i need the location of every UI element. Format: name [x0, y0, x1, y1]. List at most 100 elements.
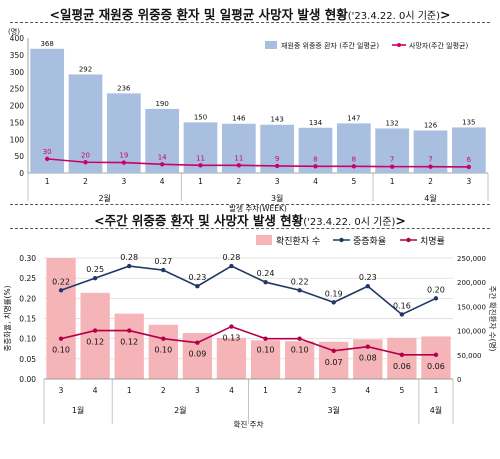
chart2-y2-tick: 100,000	[457, 328, 486, 336]
chart1-death-label: 11	[234, 154, 243, 162]
chart2-y-label: 중증화율, 치명률(%)	[2, 285, 12, 351]
chart1-death-label: 7	[390, 156, 394, 164]
chart2-title-end: >	[395, 213, 406, 228]
chart2-fatality-point	[58, 336, 64, 341]
chart1-death-point	[466, 164, 472, 170]
chart1-bar-label: 368	[40, 40, 53, 48]
chart2-severity-label: 0.27	[154, 257, 172, 266]
chart1-death-label: 9	[275, 155, 279, 163]
chart2-severity-point	[58, 288, 64, 293]
chart2-fatality-point	[297, 336, 302, 341]
chart2-severity-point	[161, 267, 166, 273]
chart1-death-point	[428, 164, 433, 169]
chart1-x-tick: 3	[275, 177, 280, 186]
chart1-y-tick: 400	[10, 34, 25, 43]
chart2-fatality-label: 0.13	[223, 334, 241, 343]
chart1-month-label: 2월	[98, 193, 110, 203]
chart2-severity-label: 0.20	[427, 285, 445, 294]
chart2-bar	[250, 340, 281, 379]
chart2-y2-tick: 200,000	[457, 279, 486, 287]
chart1-svg: (명)0501001502002503003504003682922361901…	[8, 27, 489, 213]
chart1-death-label: 14	[158, 153, 167, 161]
chart1-death-point	[83, 160, 88, 165]
chart1-y-tick: 300	[10, 68, 25, 77]
chart1-death-point	[121, 160, 127, 165]
chart2-severity-point	[433, 296, 439, 301]
chart1-legend-line-label: 사망자(주간 일평균)	[409, 41, 468, 50]
chart1-title-date: ('23.4.22. 0시 기준)	[347, 11, 441, 22]
chart2-title-main: <주간 위중증 환자 및 사망자 발생 현황	[94, 213, 304, 228]
chart2-legend-severity-marker	[339, 237, 344, 243]
chart2-bar	[114, 313, 144, 379]
chart1-death-point	[313, 164, 318, 169]
chart1-bar-label: 190	[155, 100, 168, 108]
chart2-severity-label: 0.23	[359, 273, 377, 282]
chart2-fatality-label: 0.09	[188, 350, 206, 359]
chart1-x-tick: 1	[45, 177, 50, 186]
chart2-severity-point	[331, 300, 336, 305]
chart1-death-label: 30	[43, 148, 52, 156]
chart2-y-tick: 0.00	[19, 375, 36, 384]
chart1-x-tick: 2	[428, 177, 433, 186]
chart2-severity-point	[229, 263, 234, 269]
chart2-fatality-label: 0.12	[120, 338, 138, 347]
chart2-severity-label: 0.22	[52, 277, 70, 286]
chart2-y2-tick: 0	[457, 376, 461, 384]
chart2-bar	[421, 336, 451, 379]
chart1-bar-label: 135	[462, 118, 475, 126]
chart2-fatality-label: 0.12	[86, 338, 104, 347]
chart1-death-point	[159, 162, 165, 167]
chart1-x-tick: 2	[83, 177, 88, 186]
chart1-title: <일평균 재원중 위중증 환자 및 일평균 사망자 발생 현황('23.4.22…	[0, 4, 500, 23]
chart2-x-tick: 2	[297, 386, 302, 395]
chart1-bar-label: 126	[424, 121, 438, 129]
chart2-y2-tick: 250,000	[457, 255, 486, 263]
chart2-bar	[216, 337, 247, 379]
chart2-y-tick: 0.20	[19, 294, 36, 303]
chart1-x-tick: 2	[236, 177, 241, 186]
chart2-y-tick: 0.30	[19, 254, 36, 263]
chart2-legend: 확진환자 수 중증화율 치명률	[256, 235, 445, 247]
chart2-legend-fatality-label: 치명률	[420, 235, 445, 247]
chart1-x-label: 발생 주차(WEEK)	[229, 203, 287, 213]
chart1-x-tick: 4	[313, 177, 318, 186]
chart1-y-tick: 250	[10, 85, 25, 94]
chart2-y-tick: 0.15	[19, 315, 36, 324]
chart1-bar-label: 150	[194, 113, 207, 121]
chart1-bar	[30, 48, 65, 173]
chart2-severity-line	[60, 265, 437, 316]
chart2-severity-label: 0.24	[257, 269, 275, 278]
divider	[10, 228, 490, 229]
chart1-month-label: 4월	[424, 193, 436, 203]
chart2-x-tick: 4	[93, 386, 98, 395]
chart1-death-line	[47, 158, 469, 168]
chart2-severity-point	[399, 312, 405, 317]
chart2-fatality-point	[399, 352, 405, 357]
chart2-month-label: 3월	[327, 405, 339, 415]
chart2-y2-tick: 150,000	[457, 303, 486, 311]
chart1-x-tick: 3	[121, 177, 126, 186]
chart1-legend-bar-swatch	[265, 41, 277, 49]
chart2-fatality-point	[229, 324, 234, 329]
chart2-severity-point	[92, 275, 98, 281]
chart2-x-tick: 5	[399, 386, 404, 395]
chart2-severity-label: 0.28	[223, 253, 241, 262]
chart1-bar-label: 292	[79, 65, 92, 73]
chart2-y-tick: 0.10	[19, 335, 36, 344]
chart1-month-label: 3월	[271, 193, 283, 203]
chart2-legend-severity-label: 중증화율	[353, 236, 386, 247]
chart2-severity-point	[365, 284, 370, 289]
chart2-severity-point	[297, 288, 302, 293]
chart2-legend-fatality-marker	[406, 237, 411, 243]
chart1-death-point	[198, 163, 203, 168]
chart1-y-tick: 100	[10, 135, 25, 144]
chart1-title-end: >	[440, 7, 451, 22]
chart1-y-tick: 0	[19, 169, 24, 178]
chart2-severity-label: 0.16	[393, 301, 411, 310]
chart2-bar	[80, 292, 110, 379]
chart1-y-unit: (명)	[8, 27, 20, 36]
chart1-x-tick: 5	[351, 177, 356, 186]
chart2-fatality-point	[365, 344, 370, 349]
chart2-bar	[46, 258, 76, 379]
chart2-fatality-label: 0.08	[359, 354, 377, 363]
